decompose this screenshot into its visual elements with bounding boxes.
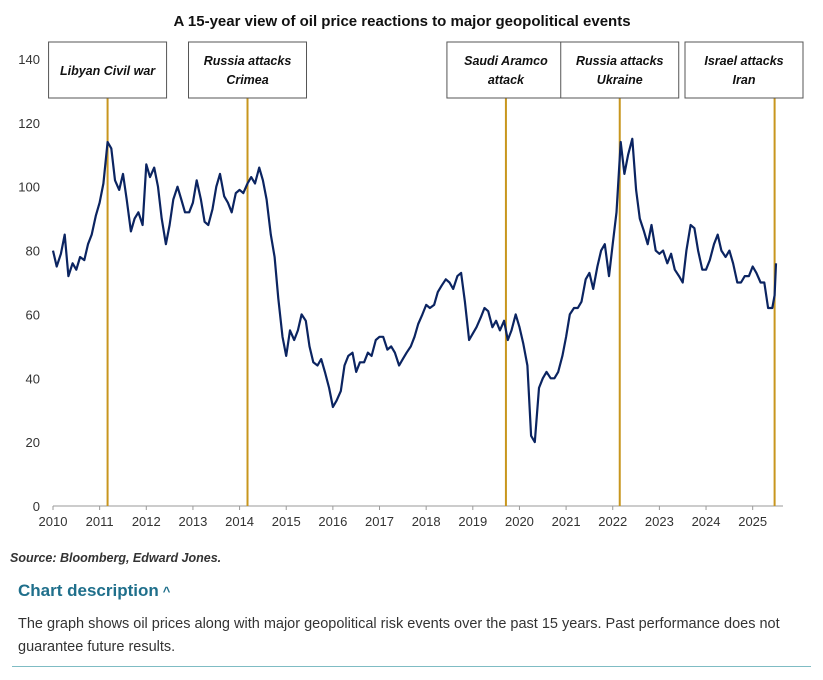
event-label-box: [446, 41, 566, 99]
y-tick-label: 80: [26, 244, 40, 259]
y-tick-label: 120: [18, 116, 40, 131]
y-tick-label: 60: [26, 307, 40, 322]
divider: [12, 666, 811, 667]
chart-description-text: The graph shows oil prices along with ma…: [18, 616, 780, 655]
y-tick-label: 140: [18, 52, 40, 67]
event-label-box: [684, 41, 804, 99]
chart-description-toggle[interactable]: Chart description ^: [18, 581, 170, 601]
x-tick-label: 2024: [692, 514, 721, 529]
oil-price-chart: A 15-year view of oil price reactions to…: [18, 13, 804, 529]
x-tick-label: 2025: [738, 514, 767, 529]
event-label-box: [48, 41, 168, 99]
x-tick-label: 2016: [318, 514, 347, 529]
y-axis: 0 20 40 60 80 100 120 140: [18, 52, 40, 514]
event-label-line2: Crimea: [226, 73, 268, 87]
chart-description-label: Chart description: [18, 581, 159, 600]
x-tick-label: 2017: [365, 514, 394, 529]
y-tick-label: 0: [33, 499, 40, 514]
y-tick-label: 40: [26, 371, 40, 386]
event-label-line1: Israel attacks: [704, 54, 783, 68]
event-label-line1: Russia attacks: [576, 54, 664, 68]
x-tick-label: 2023: [645, 514, 674, 529]
x-tick-label: 2012: [132, 514, 161, 529]
x-axis: 2010 2011 2012 2013 2014 2015 2016 2017 2018 2019…: [39, 505, 783, 529]
oil-price-line: [51, 137, 778, 444]
x-tick-label: 2020: [505, 514, 534, 529]
x-tick-label: 2010: [39, 514, 68, 529]
chart-title: A 15-year view of oil price reactions to…: [173, 13, 630, 30]
event-markers: Libyan Civil war Russia attacks Crimea Saud…: [48, 41, 804, 506]
event-label-box: [188, 41, 308, 99]
event-label-line2: Iran: [733, 73, 756, 87]
series-layer: [51, 137, 778, 444]
x-tick-label: 2022: [598, 514, 627, 529]
x-tick-label: 2018: [412, 514, 441, 529]
chart-source: Source: Bloomberg, Edward Jones.: [10, 551, 222, 565]
x-tick-label: 2013: [178, 514, 207, 529]
x-tick-label: 2021: [552, 514, 581, 529]
event-label-line2: attack: [488, 73, 525, 87]
event-label-line1: Saudi Aramco: [464, 54, 548, 68]
x-tick-label: 2015: [272, 514, 301, 529]
event-label-line1: Russia attacks: [204, 54, 292, 68]
x-tick-label: 2019: [458, 514, 487, 529]
event-label-line1: Libyan Civil war: [60, 64, 156, 78]
y-tick-label: 100: [18, 180, 40, 195]
chevron-up-icon: ^: [162, 584, 171, 599]
x-tick-label: 2014: [225, 514, 254, 529]
y-tick-label: 20: [26, 435, 40, 450]
x-tick-label: 2011: [86, 514, 114, 529]
event-label-line2: Ukraine: [597, 73, 643, 87]
event-label-box: [560, 41, 680, 99]
